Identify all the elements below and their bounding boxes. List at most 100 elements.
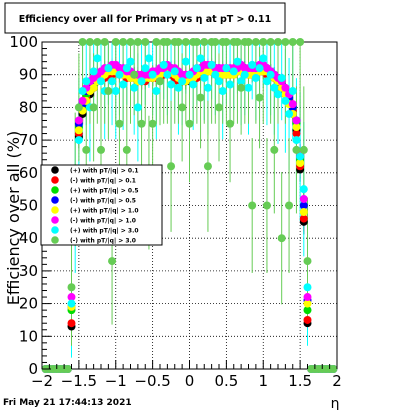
- data-point: [281, 96, 290, 105]
- data-point: [178, 103, 187, 112]
- data-point: [277, 234, 286, 243]
- data-point: [303, 315, 312, 324]
- x-tick-label: 0.5: [214, 372, 238, 390]
- data-point: [292, 145, 301, 154]
- data-point: [303, 283, 312, 292]
- data-point: [174, 83, 183, 92]
- data-point: [148, 70, 157, 79]
- legend-marker: [51, 166, 59, 174]
- legend-entry-label: (-) with pT/|q| > 3.0: [70, 238, 136, 245]
- data-point: [111, 38, 120, 46]
- data-point: [218, 87, 227, 96]
- data-point: [248, 60, 257, 69]
- data-point: [237, 83, 246, 92]
- data-point: [189, 80, 198, 89]
- y-tick-label: 80: [19, 98, 38, 116]
- data-point: [63, 365, 72, 373]
- data-point: [89, 83, 98, 92]
- legend-marker: [51, 176, 59, 184]
- chart-title: Efficiency over all for Primary vs η at …: [19, 14, 272, 25]
- legend-marker: [51, 216, 59, 224]
- x-tick-label: 1.5: [288, 372, 312, 390]
- x-tick-label: 1: [258, 372, 268, 390]
- y-tick-label: 40: [19, 229, 38, 247]
- data-point: [262, 201, 271, 210]
- data-point: [281, 38, 290, 46]
- data-point: [259, 38, 268, 46]
- data-point: [74, 136, 83, 145]
- data-point: [226, 119, 235, 128]
- x-axis-label: η: [331, 396, 340, 410]
- data-point: [266, 38, 275, 46]
- data-point: [251, 73, 260, 82]
- data-point: [266, 70, 275, 79]
- data-point: [233, 57, 242, 66]
- data-point: [178, 77, 187, 86]
- data-point: [303, 257, 312, 266]
- data-point: [126, 57, 135, 66]
- data-point: [285, 201, 294, 210]
- data-point: [292, 129, 301, 138]
- data-point: [163, 38, 172, 46]
- data-point: [152, 38, 161, 46]
- data-point: [240, 70, 249, 79]
- y-tick-label: 60: [19, 164, 38, 182]
- data-point: [244, 38, 253, 46]
- data-point: [288, 100, 297, 109]
- data-point: [303, 299, 312, 308]
- legend-entry-label: (+) with pT/|q| > 1.0: [70, 208, 139, 215]
- data-point: [274, 90, 282, 99]
- legend-entry-label: (+) with pT/|q| > 0.1: [70, 168, 139, 175]
- x-tick-label: −0.5: [134, 372, 170, 390]
- y-tick-label: 20: [19, 295, 38, 313]
- legend-entry-label: (+) with pT/|q| > 3.0: [70, 228, 139, 235]
- data-point: [100, 38, 109, 46]
- data-point: [74, 126, 83, 135]
- data-point: [196, 54, 205, 63]
- x-tick-label: −2: [31, 372, 53, 390]
- data-point: [296, 152, 305, 161]
- legend-entry-label: (+) with pT/|q| > 0.5: [70, 188, 139, 195]
- legend-entry-label: (-) with pT/|q| > 0.5: [70, 198, 136, 205]
- data-point: [299, 194, 308, 203]
- data-point: [67, 283, 76, 292]
- data-point: [244, 83, 253, 92]
- data-point: [248, 201, 257, 210]
- legend-entry-label: (-) with pT/|q| > 1.0: [70, 218, 136, 225]
- data-point: [222, 64, 231, 73]
- legend-marker: [51, 206, 59, 214]
- data-point: [303, 306, 312, 315]
- x-tick-label: 2: [332, 372, 342, 390]
- data-point: [67, 319, 76, 328]
- data-point: [111, 87, 120, 96]
- x-tick-label: −1: [105, 372, 127, 390]
- data-point: [181, 38, 190, 46]
- data-point: [299, 201, 308, 210]
- data-point: [137, 77, 146, 86]
- data-point: [133, 38, 142, 46]
- data-point: [122, 64, 131, 73]
- legend-marker: [51, 226, 59, 234]
- data-point: [74, 103, 83, 112]
- data-point: [259, 54, 268, 63]
- data-point: [78, 96, 87, 105]
- data-point: [108, 257, 117, 266]
- legend-marker: [51, 236, 59, 244]
- data-point: [170, 67, 179, 76]
- data-point: [288, 38, 297, 46]
- data-point: [85, 38, 94, 46]
- y-axis-label: Efficiency over all (%): [4, 131, 23, 305]
- data-point: [192, 64, 201, 73]
- data-point: [303, 293, 312, 302]
- data-point: [130, 83, 139, 92]
- data-point: [141, 64, 150, 73]
- data-point: [97, 145, 105, 154]
- data-point: [144, 54, 153, 63]
- data-point: [185, 70, 194, 79]
- legend-marker: [51, 186, 59, 194]
- data-point: [292, 136, 301, 145]
- data-point: [277, 73, 286, 82]
- data-point: [78, 87, 87, 96]
- data-point: [251, 38, 260, 46]
- data-point: [281, 83, 290, 92]
